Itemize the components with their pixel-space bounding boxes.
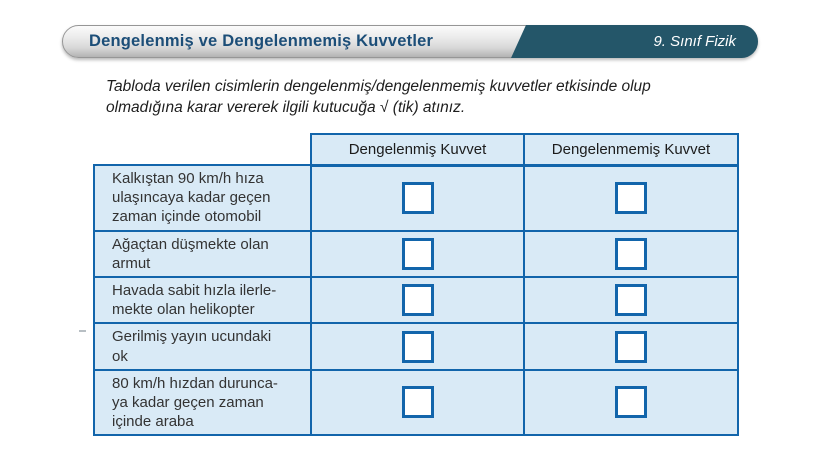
- table-row: Kalkıştan 90 km/h hıza ulaşıncaya kadar …: [93, 164, 739, 232]
- empty-corner-cell: [94, 134, 311, 165]
- checkbox-row4-dengelenmis[interactable]: [401, 330, 434, 363]
- stray-print-mark: [79, 330, 86, 332]
- row-label-armut: Ağaçtan düşmekte olan armut: [93, 229, 312, 278]
- checkbox-row3-dengelenmis[interactable]: [401, 284, 434, 317]
- table-row: Gerilmiş yayın ucundaki ok: [93, 322, 739, 371]
- checkbox-row5-dengelenmemis[interactable]: [615, 386, 647, 419]
- checkbox-row4-dengelenmemis[interactable]: [615, 330, 647, 363]
- header-banner: Dengelenmiş ve Dengelenmemiş Kuvvetler 9…: [62, 25, 758, 58]
- row-label-helikopter: Havada sabit hızla ilerle- mekte olan he…: [93, 275, 312, 325]
- row-label-yay-ok: Gerilmiş yayın ucundaki ok: [93, 322, 312, 371]
- checkbox-row2-dengelenmis[interactable]: [401, 237, 434, 270]
- banner-teal-panel: [511, 25, 758, 58]
- grade-subject-badge: 9. Sınıf Fizik: [653, 33, 736, 50]
- page-title: Dengelenmiş ve Dengelenmemiş Kuvvetler: [89, 32, 434, 50]
- checkbox-row1-dengelenmis[interactable]: [401, 182, 434, 215]
- instruction-text: Tabloda verilen cisimlerin dengelenmiş/d…: [106, 78, 651, 117]
- checkbox-row3-dengelenmemis[interactable]: [615, 284, 647, 317]
- table-row: Havada sabit hızla ilerle- mekte olan he…: [93, 275, 739, 325]
- table-row: 80 km/h hızdan durunca- ya kadar geçen z…: [93, 368, 739, 437]
- column-header-dengelenmemis: Dengelenmemiş Kuvvet: [523, 133, 739, 167]
- row-label-araba-yavaslayan: 80 km/h hızdan durunca- ya kadar geçen z…: [93, 368, 312, 437]
- table-header-row: Dengelenmiş Kuvvet Dengelenmemiş Kuvvet: [94, 133, 739, 167]
- checkbox-row2-dengelenmemis[interactable]: [615, 237, 647, 270]
- row-label-otomobil-hizlanan: Kalkıştan 90 km/h hıza ulaşıncaya kadar …: [93, 164, 312, 232]
- table-row: Ağaçtan düşmekte olan armut: [93, 229, 739, 278]
- checkbox-row5-dengelenmis[interactable]: [401, 386, 434, 419]
- question-table: Dengelenmiş Kuvvet Dengelenmemiş Kuvvet …: [93, 133, 739, 437]
- checkbox-row1-dengelenmemis[interactable]: [615, 182, 647, 215]
- column-header-dengelenmis: Dengelenmiş Kuvvet: [310, 133, 525, 167]
